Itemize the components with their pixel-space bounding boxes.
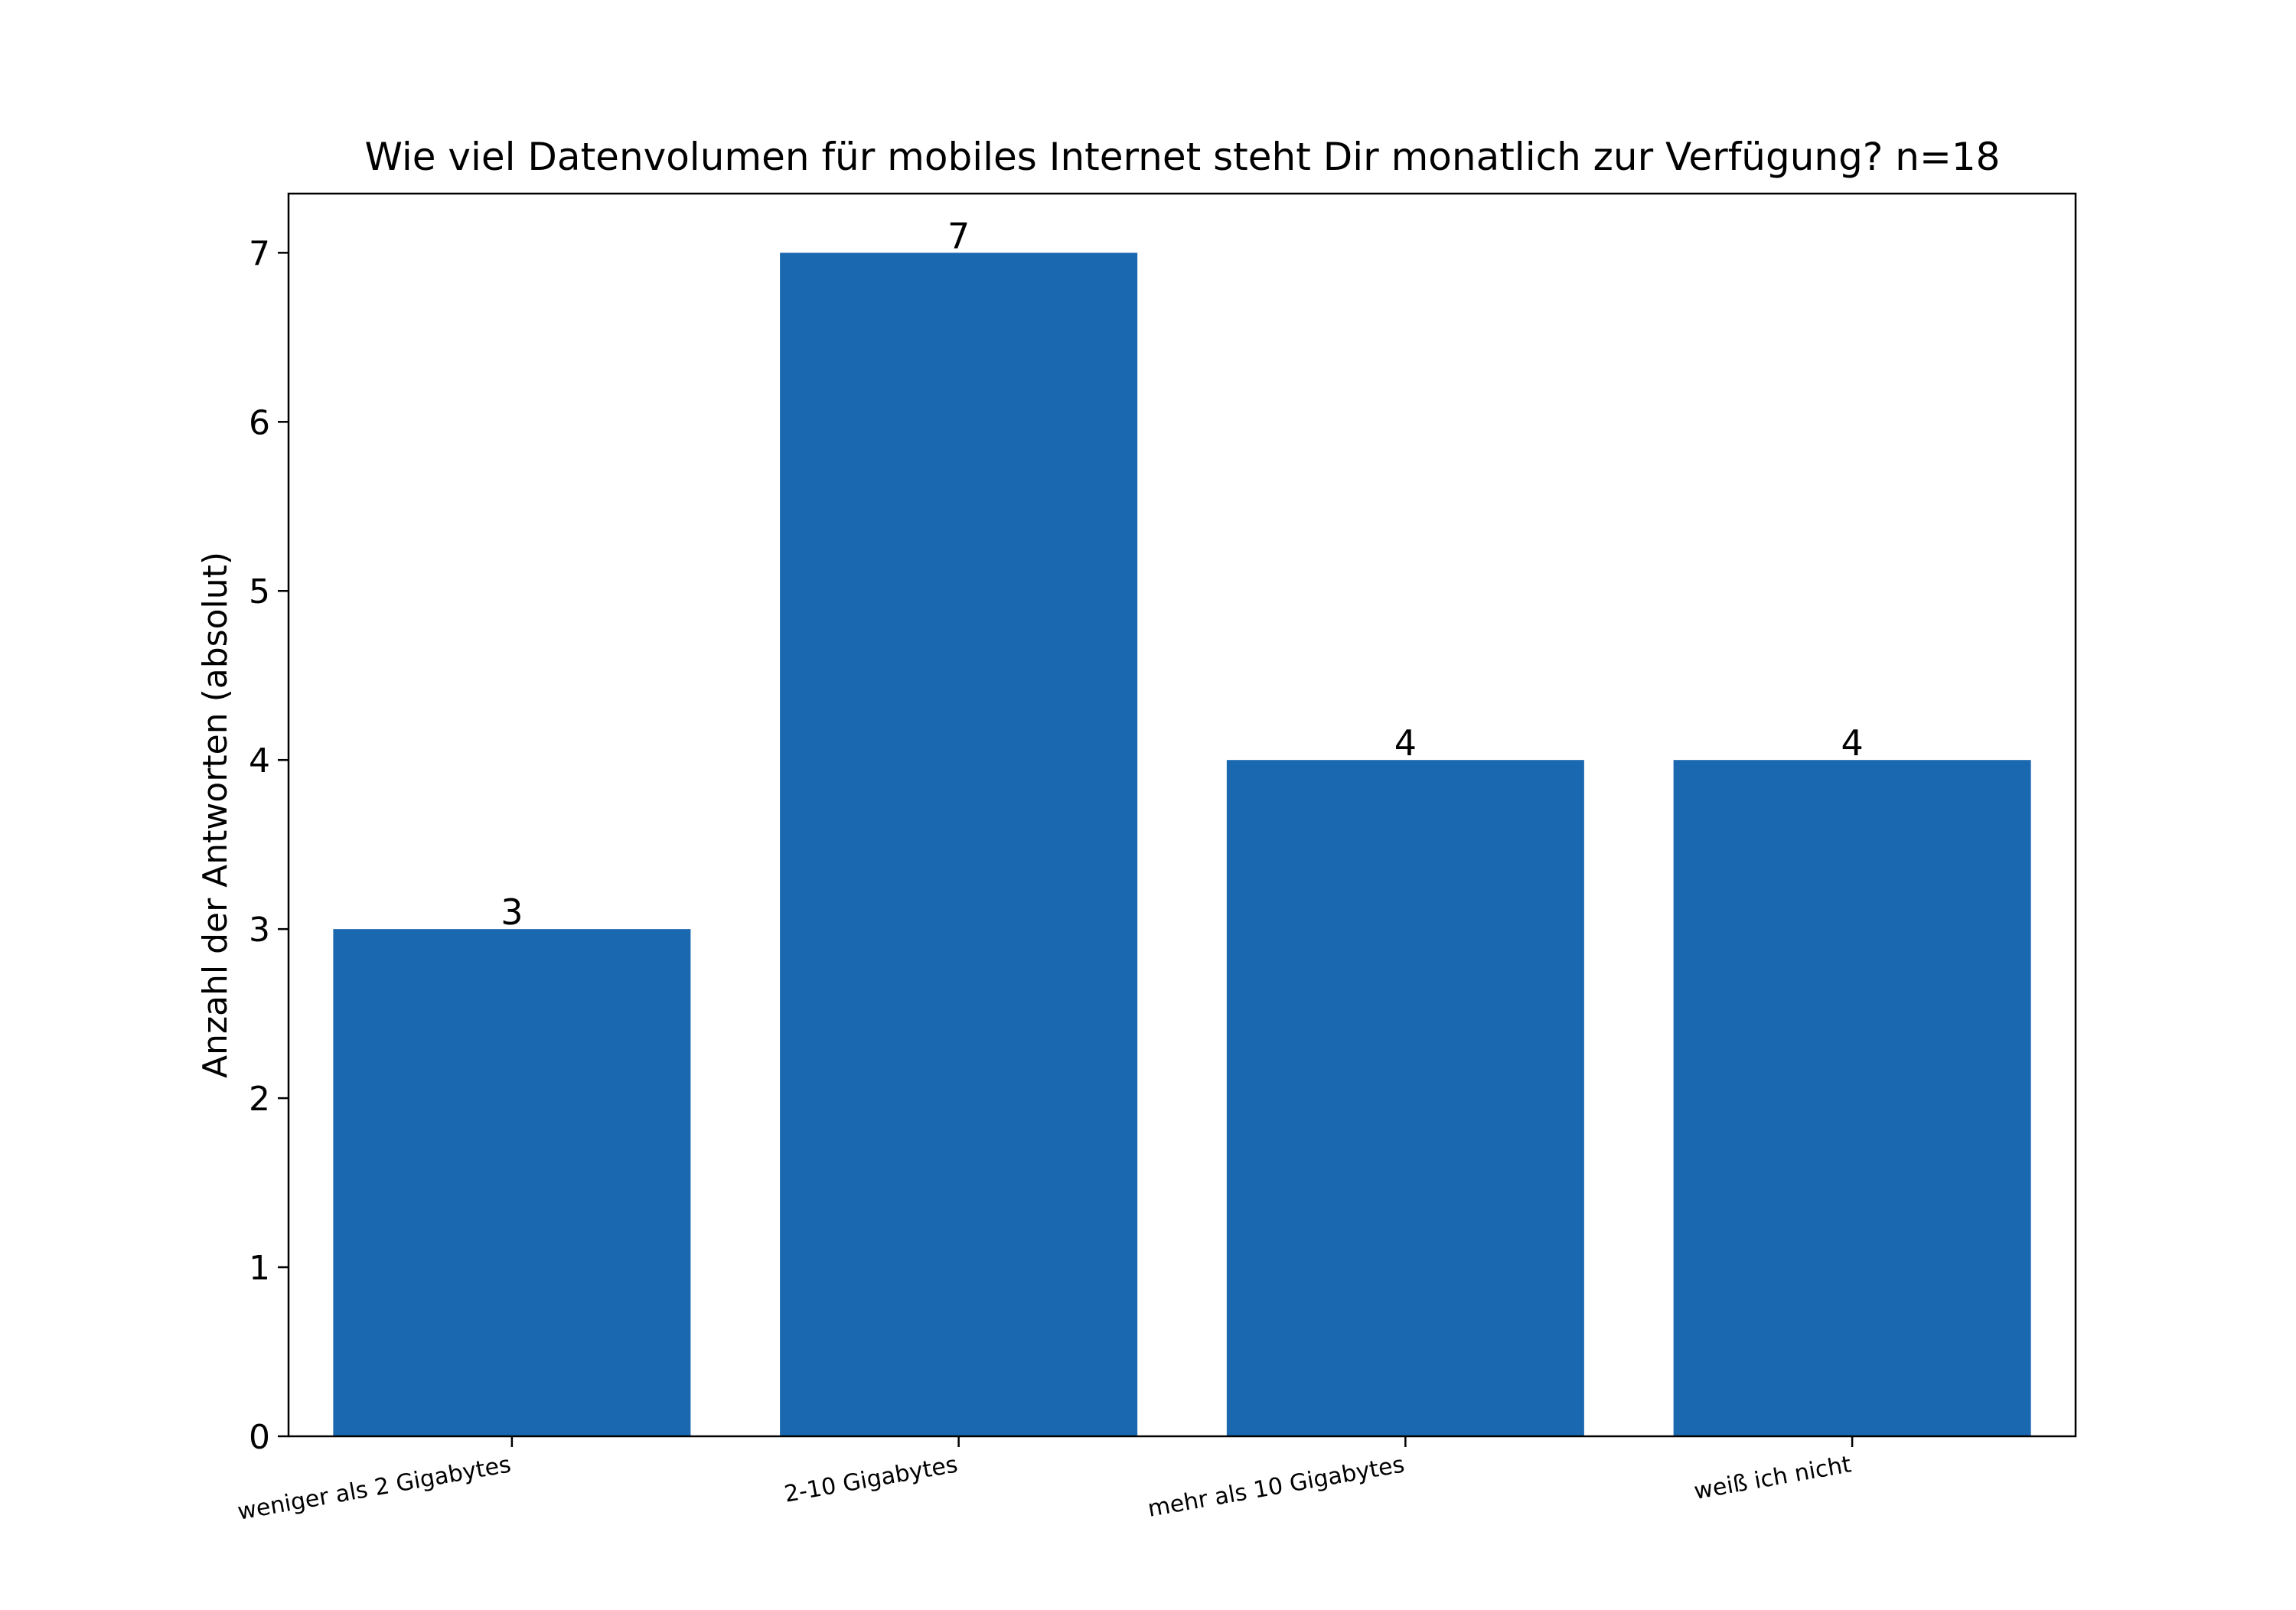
x-tick-label: mehr als 10 Gigabytes <box>1146 1451 1407 1522</box>
y-tick-label: 7 <box>249 234 270 273</box>
x-tick-label: weiß ich nicht <box>1692 1451 1854 1505</box>
y-tick-label: 6 <box>249 403 270 442</box>
y-tick-label: 0 <box>249 1418 270 1457</box>
y-tick-label: 2 <box>249 1080 270 1119</box>
y-tick-label: 3 <box>249 911 270 950</box>
y-tick-label: 5 <box>249 572 270 611</box>
bar-value-label: 4 <box>1394 722 1417 764</box>
axes-layer <box>278 192 2077 1447</box>
y-tick-label: 1 <box>249 1249 270 1288</box>
bar <box>1673 760 2031 1436</box>
y-tick-label: 4 <box>249 741 270 781</box>
x-tick-label: weniger als 2 Gigabytes <box>236 1451 513 1525</box>
plot-frame <box>287 192 2077 1438</box>
bar <box>780 253 1138 1436</box>
y-axis-label: Anzahl der Antworten (absolut) <box>196 552 235 1078</box>
bar-value-label: 4 <box>1841 722 1863 764</box>
bar <box>1226 760 1584 1436</box>
chart-title: Wie viel Datenvolumen für mobiles Intern… <box>365 135 2001 179</box>
bar <box>333 929 691 1436</box>
bar-value-label: 7 <box>947 215 970 256</box>
x-tick-label: 2-10 Gigabytes <box>782 1451 960 1507</box>
bars-layer <box>333 253 2031 1436</box>
bar-value-label: 3 <box>501 891 523 933</box>
